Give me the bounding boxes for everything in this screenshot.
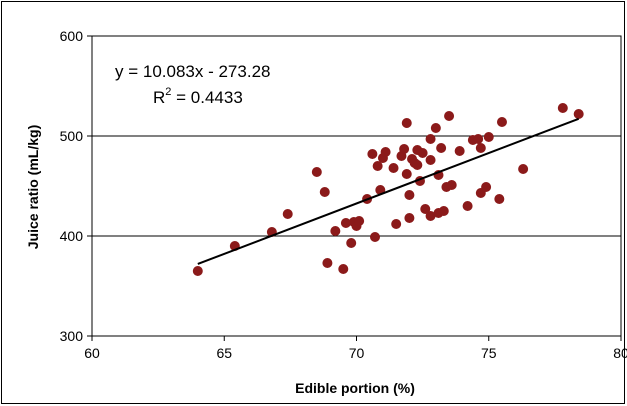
data-point (518, 164, 529, 174)
data-point (338, 264, 349, 274)
data-point (473, 134, 484, 144)
data-point (425, 211, 436, 221)
y-tick-label: 500 (60, 128, 84, 144)
data-point (370, 232, 381, 242)
data-point (399, 144, 410, 154)
data-point (454, 146, 465, 156)
x-tick-label: 70 (349, 345, 365, 361)
x-axis-title: Edible portion (%) (295, 380, 415, 396)
data-point (481, 182, 492, 192)
data-point (496, 117, 507, 127)
data-point (401, 118, 412, 128)
data-point (430, 123, 441, 133)
x-tick-label: 65 (216, 345, 232, 361)
data-point (436, 143, 447, 153)
data-point (319, 187, 330, 197)
x-tick-label: 60 (84, 345, 100, 361)
data-point (412, 160, 423, 170)
data-point (417, 148, 428, 158)
data-point (425, 134, 436, 144)
data-point (346, 238, 357, 248)
data-point (444, 111, 455, 121)
data-point (483, 132, 494, 142)
data-point (340, 218, 351, 228)
data-point (425, 155, 436, 165)
data-points (192, 103, 584, 276)
data-point (367, 149, 378, 159)
data-point (475, 143, 486, 153)
data-point (388, 163, 399, 173)
data-point (557, 103, 568, 113)
axis-ticks (87, 35, 622, 341)
y-axis-title: Juice ratio (mL/kg) (25, 125, 41, 249)
data-point (404, 190, 415, 200)
data-point (391, 219, 402, 229)
data-point (573, 109, 584, 119)
x-tick-label: 80 (613, 345, 627, 361)
data-point (282, 209, 293, 219)
trendline-equation: y = 10.083x - 273.28 (115, 62, 270, 81)
data-point (192, 266, 203, 276)
data-point (372, 161, 383, 171)
data-point (494, 194, 505, 204)
y-tick-label: 400 (60, 228, 84, 244)
data-point (462, 201, 473, 211)
trendline (197, 117, 580, 265)
data-point (330, 226, 341, 236)
data-point (404, 213, 415, 223)
x-tick-label: 75 (481, 345, 497, 361)
data-point (438, 206, 449, 216)
data-point (401, 169, 412, 179)
r-squared-label: R2 = 0.4433 (153, 86, 243, 107)
tick-labels: 300 400 500 600 60 65 70 75 80 (60, 28, 627, 361)
y-tick-label: 300 (60, 328, 84, 344)
y-tick-label: 600 (60, 28, 84, 44)
data-point (446, 180, 457, 190)
data-point (354, 216, 365, 226)
data-point (380, 147, 391, 157)
data-point (322, 258, 333, 268)
data-point (311, 167, 322, 177)
data-point (420, 204, 431, 214)
plot-area-border (91, 35, 622, 337)
